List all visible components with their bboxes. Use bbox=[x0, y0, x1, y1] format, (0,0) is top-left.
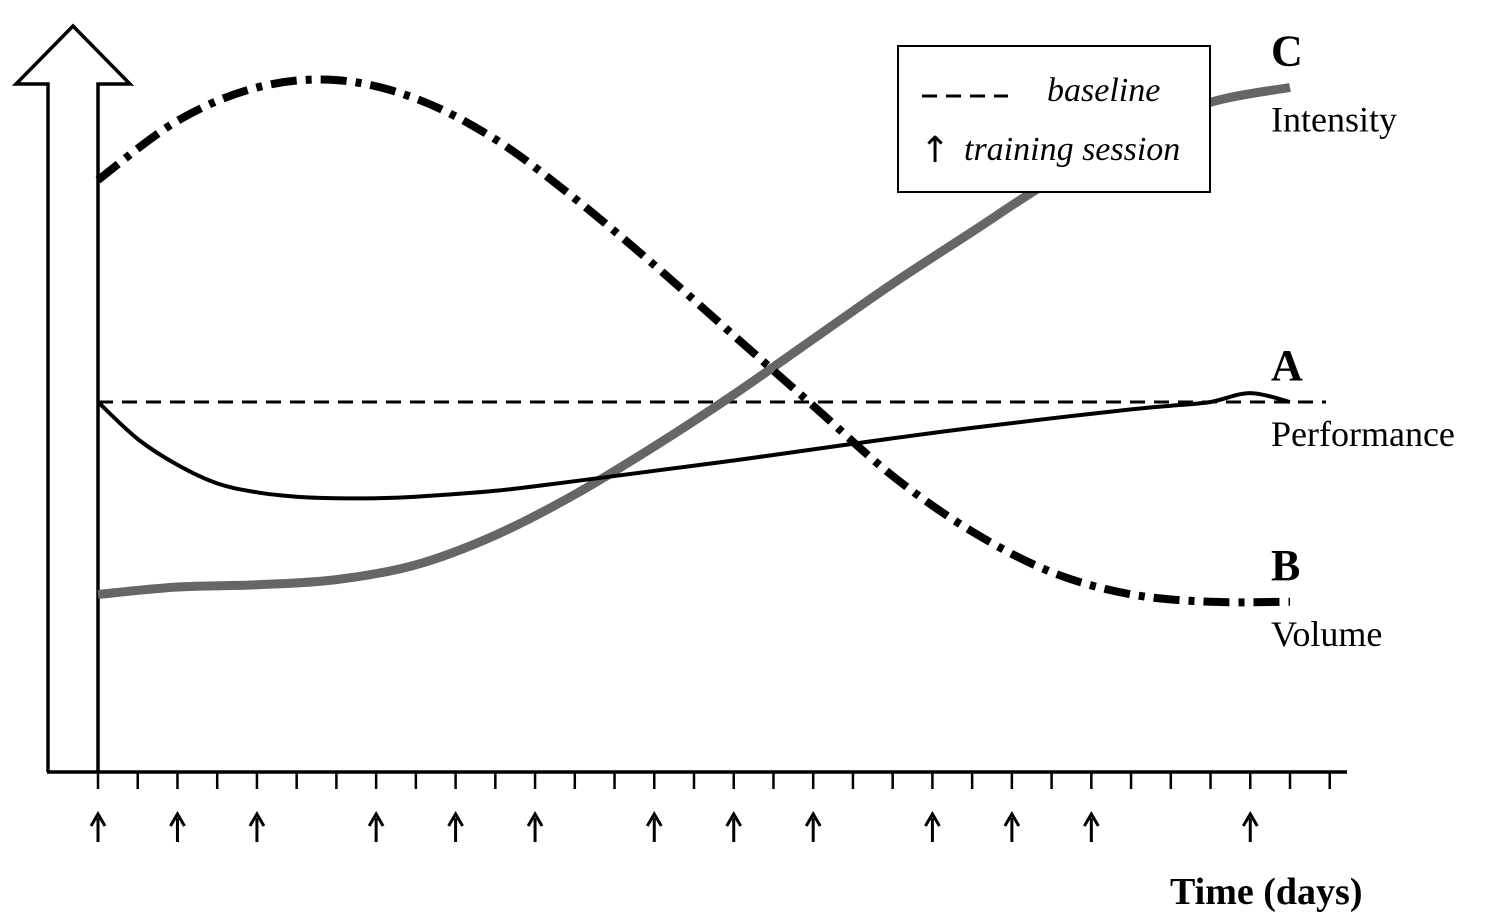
training-session-arrow-icon bbox=[725, 811, 743, 842]
training-session-arrow-icon bbox=[526, 811, 544, 842]
training-session-arrow-icon bbox=[1241, 811, 1259, 842]
series-labels: A Performance B Volume C Intensity bbox=[1271, 27, 1455, 654]
legend: baseline ↑ training session bbox=[897, 45, 1211, 193]
series-letter-a: A bbox=[1271, 341, 1303, 390]
training-session-arrow-icon bbox=[1083, 811, 1100, 842]
series-letter-c: C bbox=[1271, 27, 1303, 76]
training-session-arrow-icon bbox=[89, 811, 107, 842]
legend-session-label: training session bbox=[964, 131, 1180, 168]
series-name-volume: Volume bbox=[1271, 614, 1382, 654]
series-letter-b: B bbox=[1271, 541, 1300, 590]
x-axis-label: Time (days) bbox=[1170, 871, 1362, 913]
series-line-performance bbox=[96, 391, 1291, 501]
training-session-arrow-icon bbox=[367, 811, 385, 842]
series-name-performance: Performance bbox=[1271, 414, 1455, 454]
legend-baseline-label: baseline bbox=[1047, 72, 1160, 109]
training-session-arrow-icon bbox=[169, 811, 186, 842]
x-axis-ticks bbox=[96, 772, 1331, 789]
legend-box bbox=[897, 45, 1211, 193]
series-name-intensity: Intensity bbox=[1271, 100, 1397, 140]
training-session-arrow-icon bbox=[447, 811, 464, 842]
training-session-arrow-icon bbox=[1003, 811, 1021, 842]
training-session-markers bbox=[89, 811, 1259, 842]
y-axis-arrow bbox=[11, 23, 135, 772]
training-session-arrow-icon bbox=[248, 811, 266, 842]
series-line-volume bbox=[95, 75, 1291, 607]
training-session-arrow-icon bbox=[645, 811, 663, 842]
training-session-arrow-icon bbox=[804, 811, 822, 842]
training-session-arrow-icon bbox=[924, 811, 941, 842]
legend-session-arrow-icon: ↑ bbox=[920, 130, 950, 171]
